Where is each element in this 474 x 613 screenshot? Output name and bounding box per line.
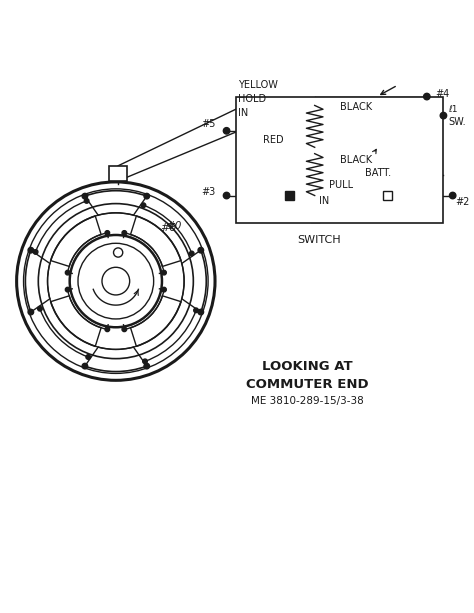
Text: YELLOW: YELLOW <box>238 80 278 90</box>
Circle shape <box>37 306 42 311</box>
Bar <box>236 97 444 224</box>
Text: ME 3810-289-15/3-38: ME 3810-289-15/3-38 <box>251 396 364 406</box>
Circle shape <box>28 310 34 315</box>
Circle shape <box>84 199 89 204</box>
Circle shape <box>105 327 109 332</box>
Circle shape <box>198 248 203 253</box>
Circle shape <box>82 193 88 199</box>
Circle shape <box>194 308 198 313</box>
Text: BATT.: BATT. <box>365 168 391 178</box>
Circle shape <box>190 251 194 256</box>
Circle shape <box>28 248 34 253</box>
Circle shape <box>33 249 38 254</box>
Circle shape <box>82 364 88 369</box>
Text: LOOKING AT
COMMUTER END: LOOKING AT COMMUTER END <box>246 360 369 391</box>
Circle shape <box>440 112 447 119</box>
Circle shape <box>122 327 127 332</box>
Bar <box>383 191 392 200</box>
Text: IN: IN <box>238 108 248 118</box>
Text: #5: #5 <box>201 120 216 129</box>
Text: ℓ1: ℓ1 <box>448 105 457 114</box>
Text: IN: IN <box>319 196 329 205</box>
Text: #4: #4 <box>435 89 449 99</box>
Circle shape <box>144 193 149 199</box>
Circle shape <box>198 310 203 315</box>
Circle shape <box>223 192 230 199</box>
Circle shape <box>65 287 70 292</box>
Text: BLACK: BLACK <box>339 102 372 112</box>
Circle shape <box>105 230 109 235</box>
Text: RED: RED <box>263 135 283 145</box>
Circle shape <box>122 230 127 235</box>
Text: HOLD: HOLD <box>238 94 266 104</box>
Bar <box>285 191 294 200</box>
Text: #0: #0 <box>166 221 181 230</box>
Text: #3: #3 <box>201 187 216 197</box>
Text: SWITCH: SWITCH <box>297 235 341 245</box>
Circle shape <box>143 359 147 364</box>
Text: SW.: SW. <box>448 117 465 127</box>
Circle shape <box>424 93 430 100</box>
Circle shape <box>449 192 456 199</box>
Circle shape <box>86 355 91 359</box>
Circle shape <box>144 364 149 369</box>
Circle shape <box>162 287 166 292</box>
Circle shape <box>141 203 146 208</box>
Circle shape <box>162 270 166 275</box>
Text: PULL: PULL <box>329 180 353 191</box>
Bar <box>109 166 128 181</box>
Text: BLACK: BLACK <box>339 155 372 165</box>
Circle shape <box>65 270 70 275</box>
Text: #2: #2 <box>455 197 469 207</box>
Text: #0: #0 <box>161 223 177 233</box>
Circle shape <box>223 128 230 134</box>
